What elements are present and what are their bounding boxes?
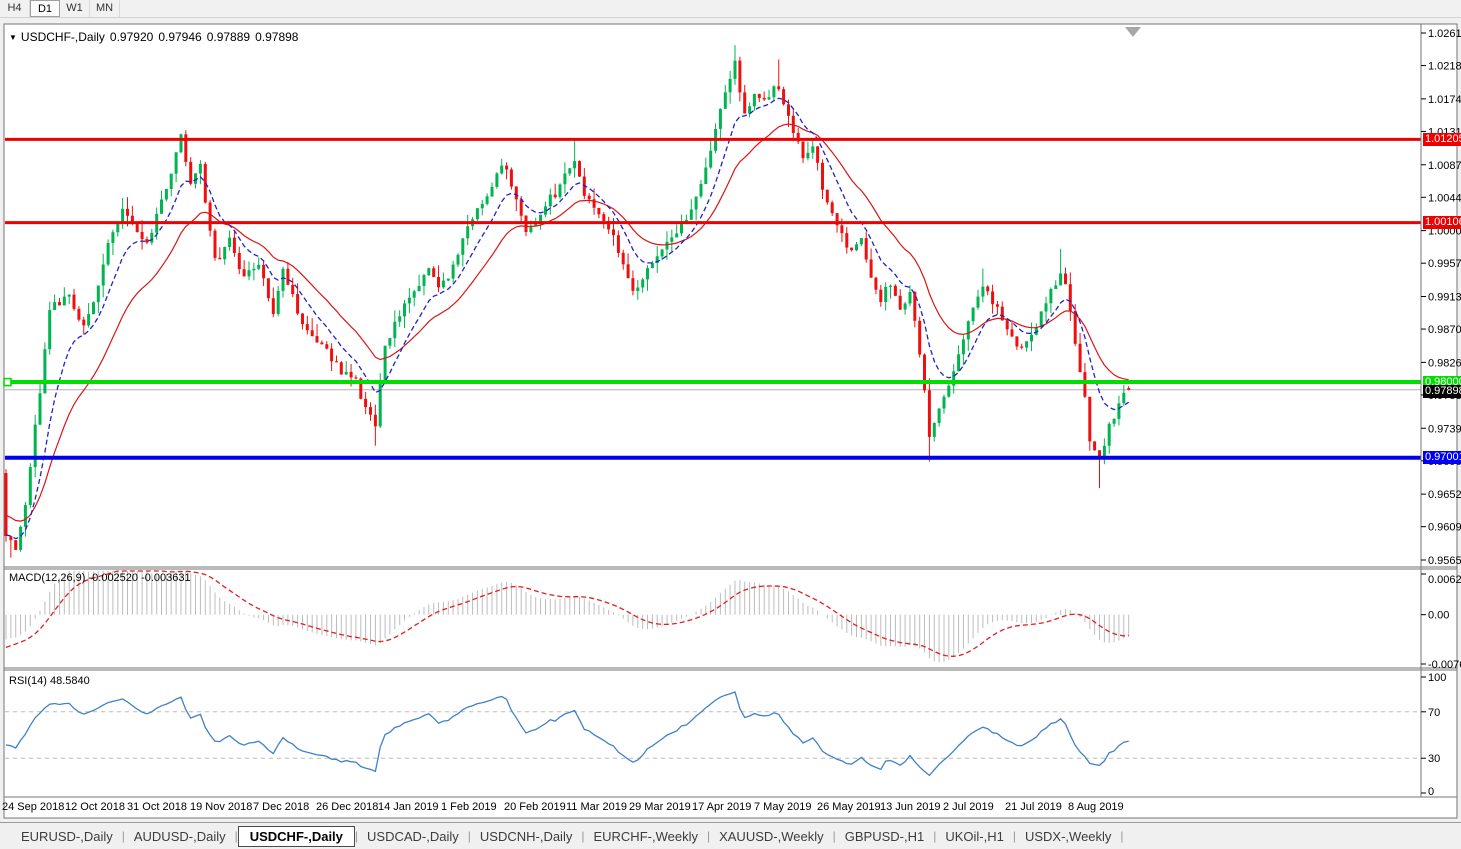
timeframe-button-mn[interactable]: MN (90, 0, 120, 17)
tab-separator: | (1120, 829, 1124, 843)
date-label: 19 Nov 2018 (190, 801, 253, 813)
timeframe-button-h4[interactable]: H4 (0, 0, 30, 17)
rsi-tick-label: 70 (1428, 707, 1440, 719)
tab-usdchf-daily[interactable]: USDCHF-,Daily (237, 825, 355, 847)
current-price-label: 0.97898 (1423, 385, 1461, 398)
date-label: 12 Oct 2018 (65, 801, 125, 813)
date-label: 7 May 2019 (754, 801, 812, 813)
macd-tick-label: 0.00 (1428, 610, 1449, 622)
date-label: 8 Aug 2019 (1068, 801, 1124, 813)
tab-gbpusd-h1[interactable]: GBPUSD-,H1 (844, 828, 925, 844)
ma-slow-line (5, 123, 1129, 522)
macd-values: -0.002520 -0.003631 (88, 572, 191, 584)
date-label: 14 Jan 2019 (378, 801, 439, 813)
tab-eurchf-weekly[interactable]: EURCHF-,Weekly (593, 828, 698, 844)
tab-separator: | (1012, 829, 1016, 843)
timeframe-toolbar: H4 D1 W1 MN (0, 0, 1461, 18)
date-label: 20 Feb 2019 (504, 801, 566, 813)
tab-usdx-weekly[interactable]: USDX-,Weekly (1024, 828, 1112, 844)
tab-separator: | (467, 829, 471, 843)
timeframe-button-d1[interactable]: D1 (30, 0, 60, 17)
date-label: 1 Feb 2019 (441, 801, 497, 813)
date-label: 29 Mar 2019 (629, 801, 691, 813)
macd-tick-label: -0.00762 (1428, 659, 1461, 671)
scroll-shift-marker-icon[interactable] (1125, 27, 1141, 37)
rsi-name: RSI(14) (9, 675, 47, 687)
tab-separator: | (354, 829, 359, 843)
chart-tab-bar: EURUSD-,Daily | AUDUSD-,Daily | USDCHF-,Dail… (0, 822, 1461, 849)
ohlc-high: 0.97946 (158, 30, 202, 44)
rsi-line (5, 691, 1129, 777)
price-tick-label: 1.02610 (1428, 28, 1461, 40)
chart-canvas[interactable]: 1.026101.021801.017401.013101.008701.004… (0, 0, 1461, 827)
hline-anchor-marker[interactable] (3, 377, 12, 387)
date-label: 26 Dec 2018 (316, 801, 379, 813)
date-label: 17 Apr 2019 (692, 801, 752, 813)
tab-eurusd-daily[interactable]: EURUSD-,Daily (21, 828, 113, 844)
date-label: 24 Sep 2018 (2, 801, 65, 813)
price-tick-label: 1.02180 (1428, 61, 1461, 73)
rsi-tick-label: 0 (1428, 786, 1434, 798)
price-tick-label: 1.00440 (1428, 192, 1461, 204)
tab-separator: | (933, 829, 937, 843)
tab-ukoil-h1[interactable]: UKOil-,H1 (945, 828, 1004, 844)
date-label: 13 Jun 2019 (880, 801, 941, 813)
hline-price-label-1.00106: 1.00106 (1423, 216, 1461, 229)
rsi-value: 48.5840 (49, 675, 90, 687)
macd-pane-title: MACD(12,26,9) -0.002520 -0.003631 (9, 572, 191, 584)
ohlc-close: 0.97898 (255, 30, 299, 44)
candlestick-series (4, 45, 1131, 558)
chart-title: ▼ USDCHF-,Daily 0.97920 0.97946 0.97889 0.978… (9, 30, 298, 44)
date-label: 11 Mar 2019 (566, 801, 627, 813)
macd-histogram (5, 571, 1130, 663)
ohlc-low: 0.97889 (206, 30, 251, 44)
tab-separator: | (581, 829, 585, 843)
date-label: 7 Dec 2018 (253, 801, 310, 813)
date-label: 26 May 2019 (817, 801, 881, 813)
rsi-pane-title: RSI(14) 48.5840 (9, 675, 90, 687)
price-tick-label: 1.01740 (1428, 94, 1461, 106)
tab-xauusd-weekly[interactable]: XAUUSD-,Weekly (719, 828, 824, 844)
date-label: 31 Oct 2018 (127, 801, 187, 813)
symbol-title: USDCHF-,Daily (20, 30, 105, 44)
tab-usdcad-daily[interactable]: USDCAD-,Daily (367, 828, 459, 844)
rsi-tick-label: 100 (1428, 672, 1446, 684)
chart-window-frame (3, 23, 1458, 819)
timeframe-button-w1[interactable]: W1 (60, 0, 90, 17)
chart-dropdown-arrow-icon[interactable]: ▼ (9, 33, 17, 42)
date-label: 21 Jul 2019 (1005, 801, 1062, 813)
macd-signal-line (5, 570, 1129, 657)
hline-price-label-1.01205: 1.01205 (1423, 133, 1461, 146)
tab-separator: | (832, 829, 836, 843)
tab-separator: | (234, 829, 238, 843)
tab-separator: | (706, 829, 711, 843)
ma-fast-line (5, 97, 1130, 540)
rsi-tick-label: 30 (1428, 753, 1440, 765)
tab-separator: | (121, 829, 125, 843)
price-tick-label: 1.00870 (1428, 160, 1461, 172)
tab-audusd-daily[interactable]: AUDUSD-,Daily (133, 828, 226, 844)
macd-tick-label: 0.006286 (1428, 574, 1461, 586)
hline-price-label-0.97001: 0.97001 (1423, 451, 1461, 464)
ohlc-open: 0.97920 (109, 30, 154, 44)
date-label: 2 Jul 2019 (943, 801, 994, 813)
macd-name: MACD(12,26,9) (9, 572, 86, 584)
tab-usdcnh-daily[interactable]: USDCNH-,Daily (479, 828, 573, 844)
